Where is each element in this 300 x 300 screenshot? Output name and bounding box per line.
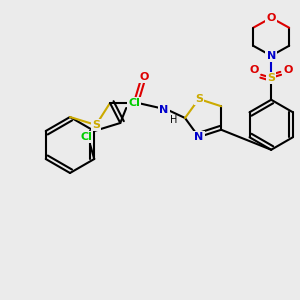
Text: S: S (92, 120, 100, 130)
Text: N: N (267, 51, 276, 61)
Text: O: O (139, 72, 149, 82)
Text: O: O (266, 13, 276, 23)
Text: Cl: Cl (80, 132, 92, 142)
Text: N: N (159, 105, 169, 115)
Text: O: O (284, 65, 293, 75)
Text: N: N (194, 132, 203, 142)
Text: Cl: Cl (128, 98, 140, 108)
Text: H: H (170, 115, 178, 125)
Text: O: O (250, 65, 259, 75)
Text: S: S (267, 73, 275, 83)
Text: S: S (195, 94, 203, 104)
